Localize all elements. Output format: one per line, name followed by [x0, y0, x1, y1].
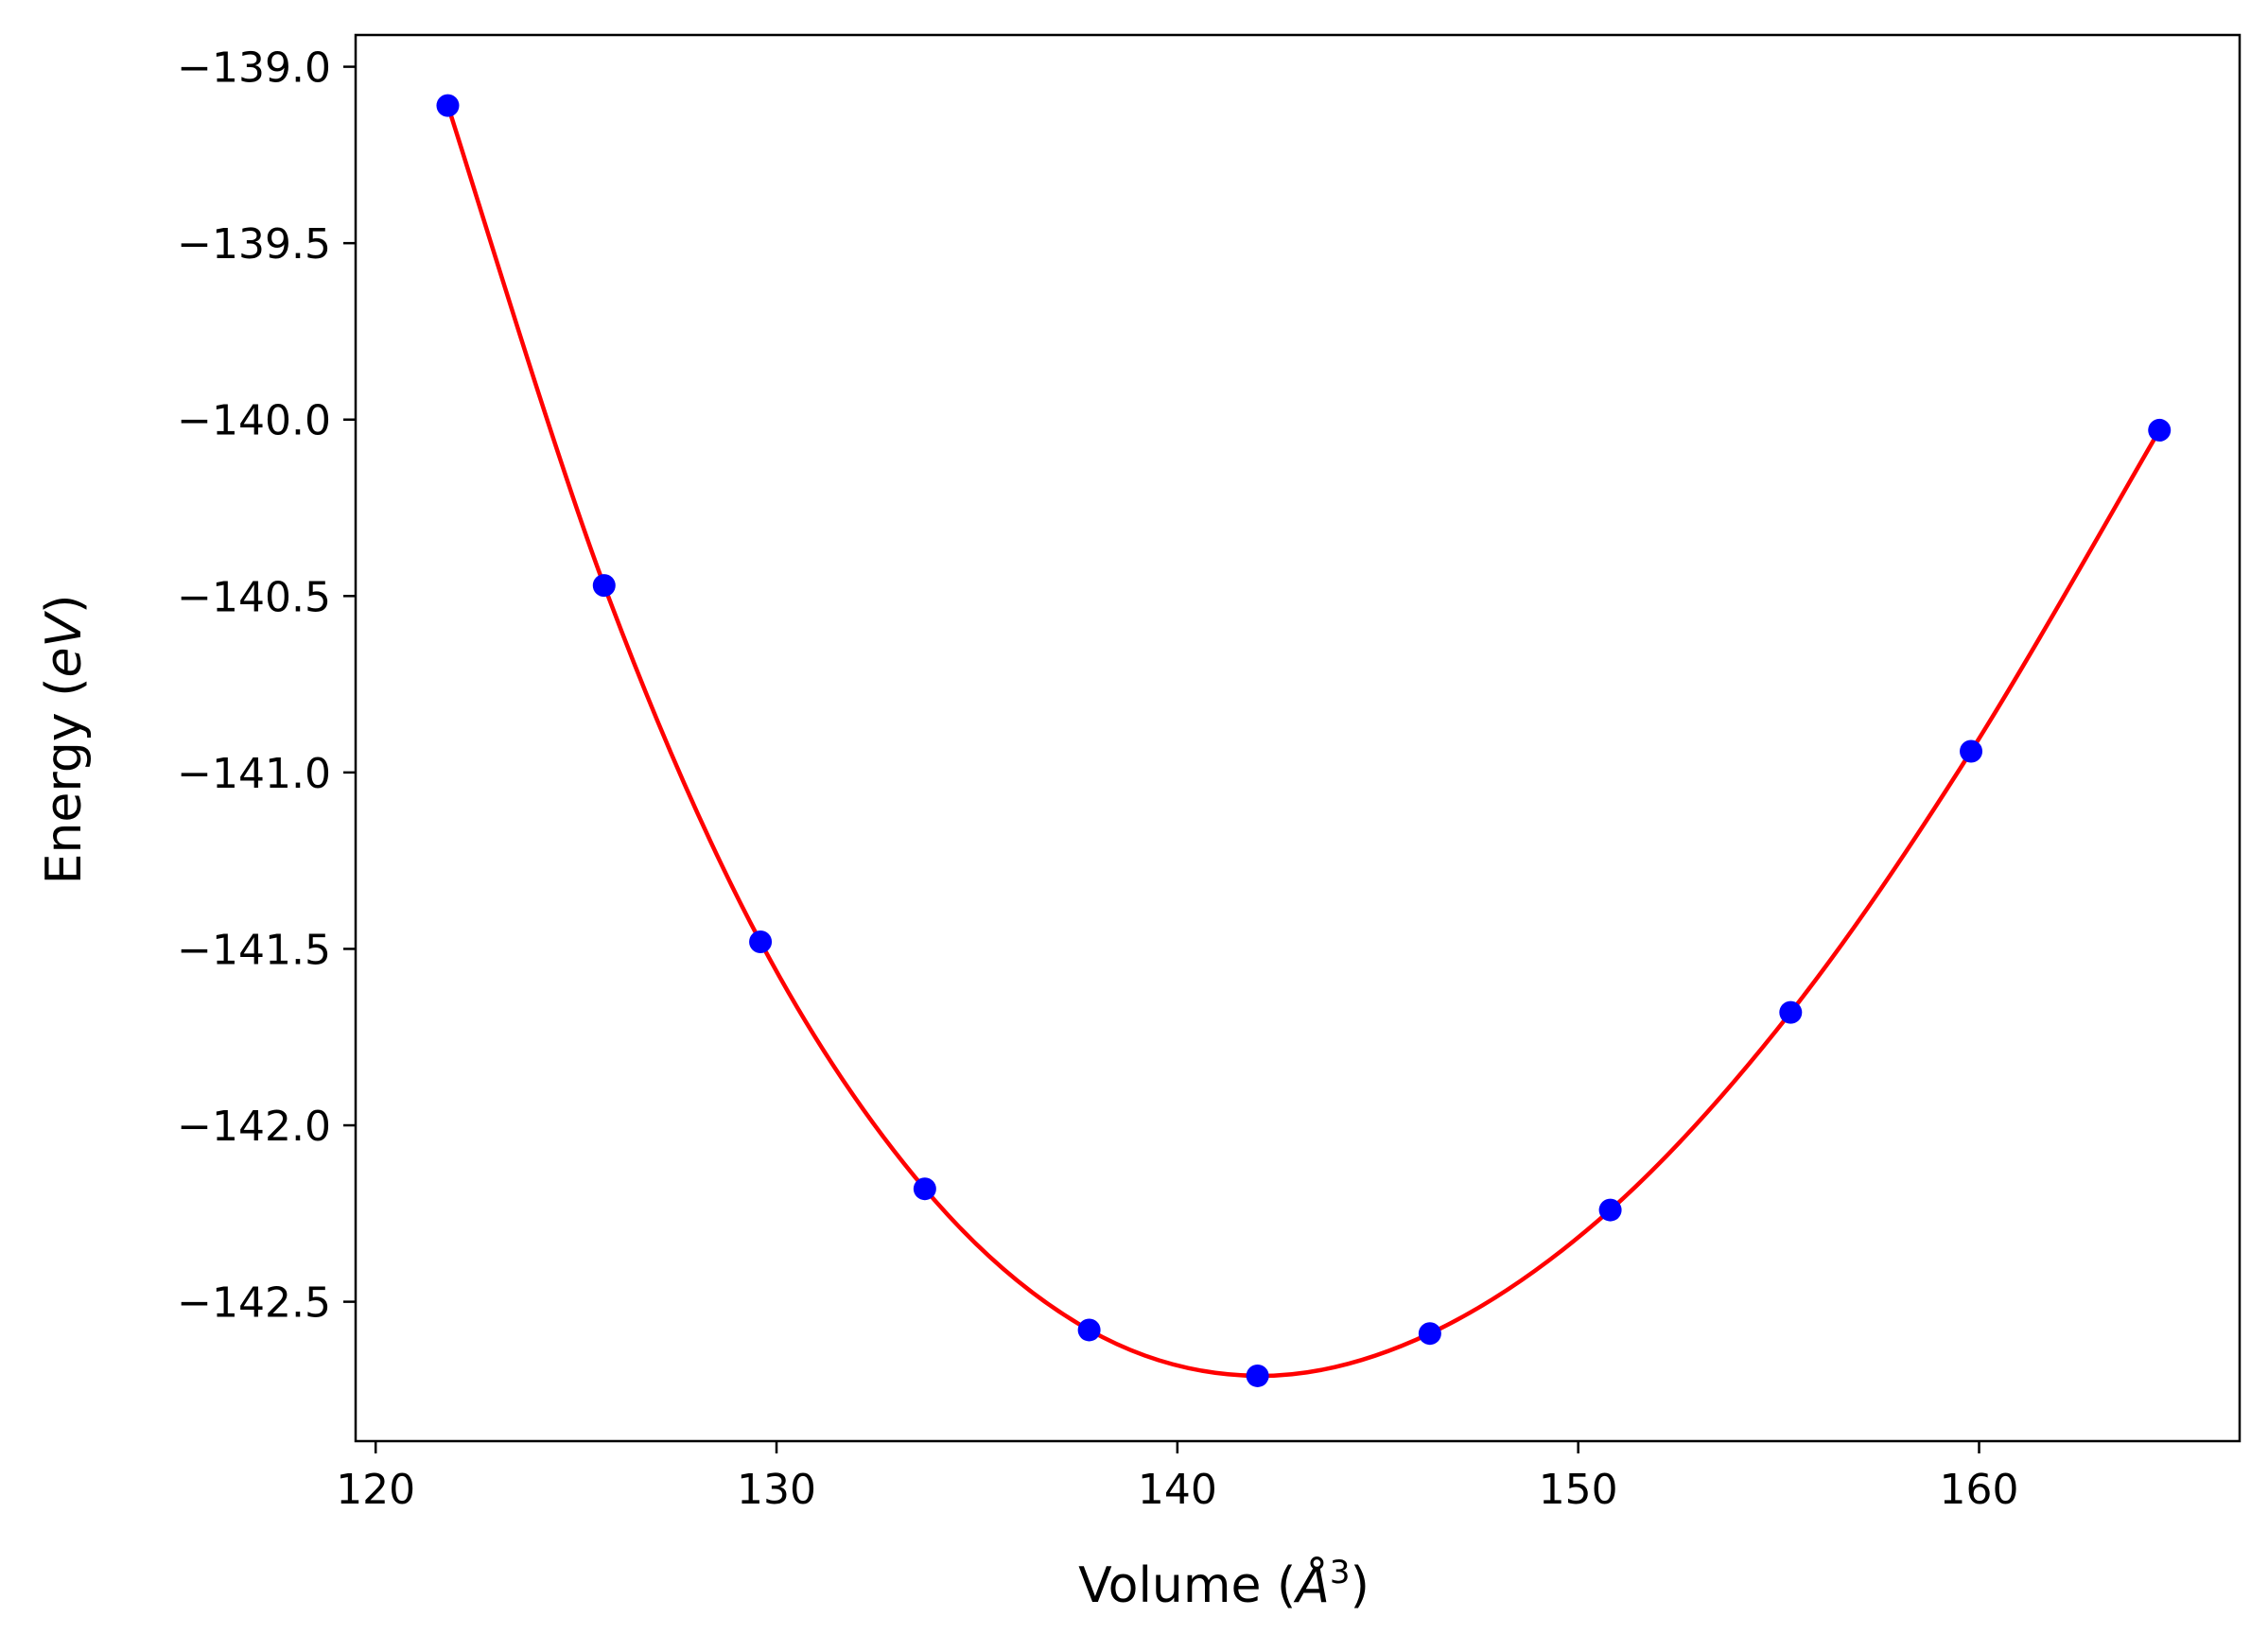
x-tick-label: 140: [1138, 1466, 1217, 1514]
x-tick-label: 120: [336, 1466, 415, 1514]
y-tick-label: −140.0: [177, 397, 331, 445]
plot-frame: [354, 33, 2242, 1443]
data-point: [913, 1177, 936, 1201]
data-point: [2148, 418, 2172, 442]
y-axis-label: Energy (eV): [36, 595, 93, 885]
data-point: [436, 94, 460, 117]
y-tick-label: −141.5: [177, 926, 331, 974]
data-point: [1418, 1322, 1441, 1346]
data-point: [749, 930, 773, 953]
x-tick-label: 130: [737, 1466, 816, 1514]
y-tick-label: −139.0: [177, 44, 331, 93]
axes: 120 130 140 150 160 −139.0 −139.5 −140.0 −140.5 −…: [177, 33, 2242, 1514]
x-tick-label: 160: [1940, 1466, 2019, 1514]
data-point: [592, 574, 616, 598]
y-tick-label: −139.5: [177, 220, 331, 269]
data-point: [1779, 1000, 1803, 1024]
plot-area: [436, 94, 2172, 1387]
data-point: [1077, 1318, 1101, 1342]
x-tick-label: 150: [1539, 1466, 1618, 1514]
data-point: [1246, 1364, 1269, 1387]
data-point: [1598, 1198, 1622, 1222]
fit-curve-line: [445, 104, 2162, 1379]
y-tick-label: −142.5: [177, 1279, 331, 1328]
x-axis-label: Volume (Å3): [1078, 1554, 1370, 1614]
y-tick-label: −140.5: [177, 573, 331, 621]
y-tick-label: −142.0: [177, 1103, 331, 1151]
y-tick-label: −141.0: [177, 750, 331, 798]
data-point: [1960, 739, 1983, 763]
